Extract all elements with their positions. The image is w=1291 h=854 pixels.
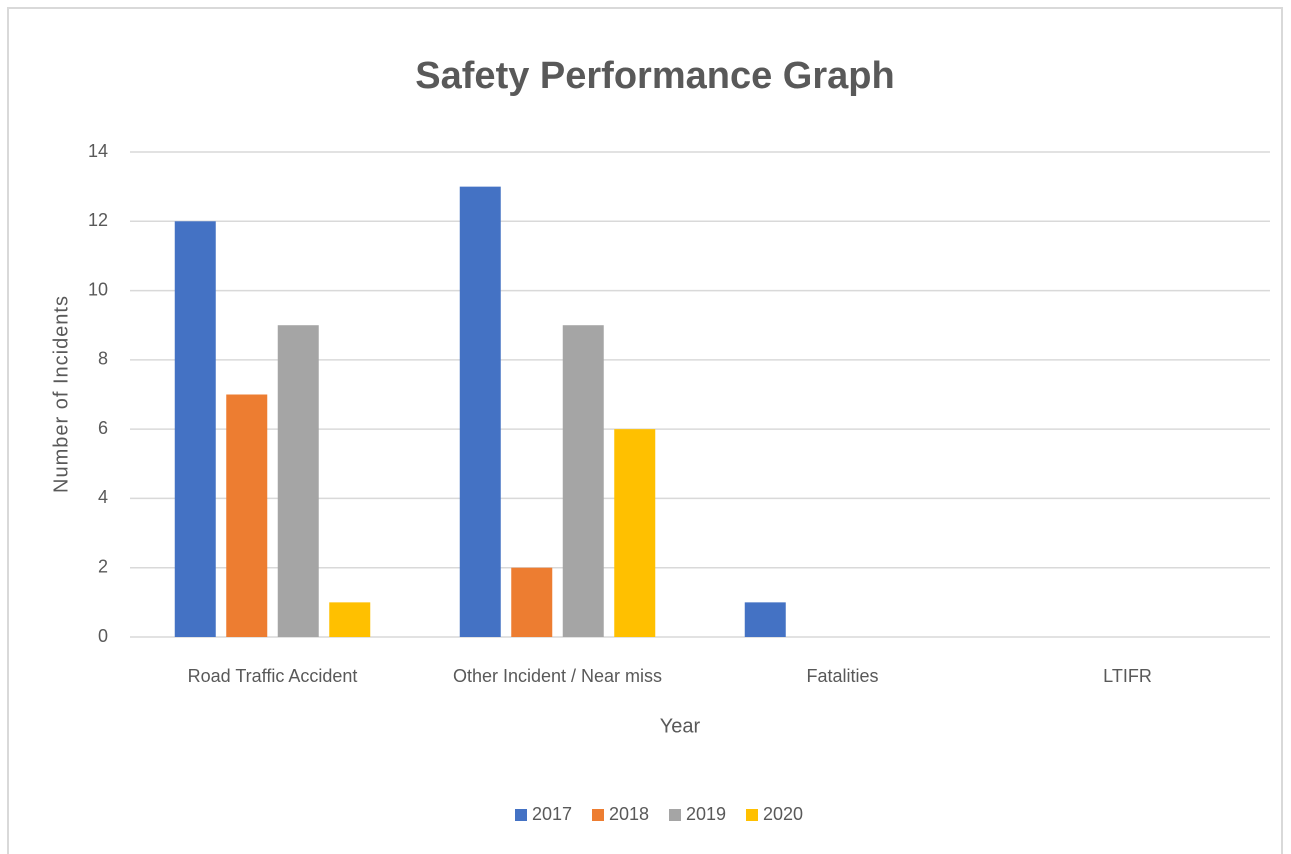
y-tick-label: 10: [88, 279, 108, 299]
legend-label: 2018: [609, 804, 649, 824]
bar: [277, 325, 319, 637]
legend-label: 2019: [686, 804, 726, 824]
x-axis-title: Year: [660, 715, 701, 737]
legend-swatch: [746, 809, 758, 821]
legend-swatch: [669, 809, 681, 821]
bar: [226, 394, 268, 637]
y-tick-label: 12: [88, 210, 108, 230]
x-tick-label: Fatalities: [806, 666, 878, 686]
y-tick-label: 4: [98, 487, 108, 507]
x-tick-label: Road Traffic Accident: [188, 666, 358, 686]
legend-label: 2020: [763, 804, 803, 824]
x-tick-label: LTIFR: [1103, 666, 1152, 686]
bar: [562, 325, 604, 637]
legend-swatch: [592, 809, 604, 821]
bar: [511, 567, 553, 637]
bar: [174, 221, 216, 638]
legend-label: 2017: [532, 804, 572, 824]
y-tick-label: 6: [98, 418, 108, 438]
x-tick-label: Other Incident / Near miss: [453, 666, 662, 686]
bar: [459, 186, 501, 637]
y-axis-title: Number of Incidents: [50, 295, 72, 493]
bar: [614, 429, 656, 637]
y-tick-label: 0: [98, 626, 108, 646]
legend-swatch: [515, 809, 527, 821]
chart-title: Safety Performance Graph: [415, 55, 894, 97]
y-tick-label: 14: [88, 141, 108, 161]
bar: [329, 602, 371, 637]
y-tick-label: 2: [98, 556, 108, 576]
bar: [744, 602, 786, 637]
y-tick-label: 8: [98, 349, 108, 369]
